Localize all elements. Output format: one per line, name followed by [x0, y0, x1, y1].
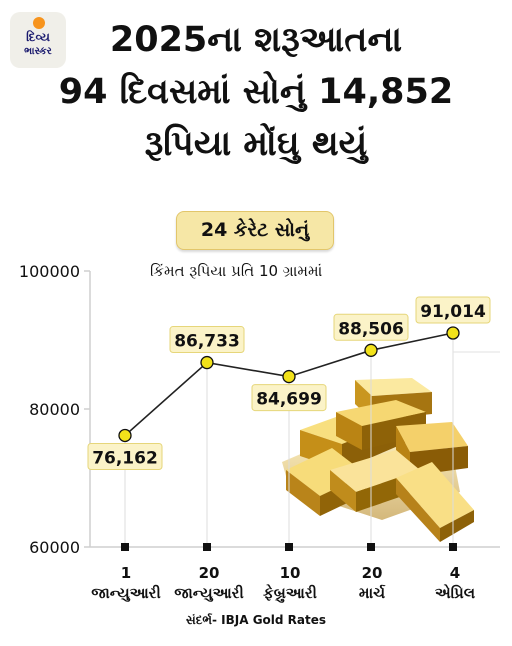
data-label-box	[251, 384, 327, 412]
x-axis-tick-marker	[121, 543, 129, 551]
data-point	[282, 369, 296, 384]
data-point	[364, 343, 378, 357]
x-tick-label-3: 10 ફેબ્રુઆરી	[244, 563, 336, 603]
data-label: 91,014	[415, 296, 491, 324]
x-tick-label-1: 1 જાન્યુઆરી	[80, 563, 172, 603]
headline: 2025ના શરૂઆતના 94 દિવસમાં સોનું 14,852 ર…	[0, 14, 512, 170]
data-label-text: 76,162	[92, 448, 158, 468]
y-tick-label: 100000	[18, 262, 80, 281]
data-point	[118, 428, 132, 443]
y-tick-label: 60000	[29, 538, 80, 557]
x-tick-month: એપ્રિલ	[434, 584, 476, 602]
headline-line-1: 2025ના શરૂઆતના	[109, 20, 403, 60]
data-label: 86,733	[169, 326, 245, 354]
x-tick-label-4: 20 માર્ચ	[326, 563, 418, 603]
x-tick-day: 10	[279, 564, 301, 582]
sun-icon	[33, 17, 45, 29]
y-tick-label: 80000	[29, 400, 80, 419]
headline-line-2: 94 દિવસમાં સોનું 14,852	[58, 72, 454, 112]
data-label-box	[415, 296, 491, 324]
brand-line-2: ભાસ્કર	[24, 46, 52, 57]
source-note: સંદર્ભ- IBJA Gold Rates	[185, 613, 327, 627]
data-label-box	[87, 442, 163, 470]
x-axis-tick-marker	[285, 543, 293, 551]
x-tick-day: 20	[198, 564, 220, 582]
x-tick-month: જાન્યુઆરી	[91, 584, 161, 602]
badge-24-carat-gold: 24 કેરેટ સોનું	[176, 211, 334, 250]
gold-bars-illustration	[282, 378, 474, 542]
data-label-text: 88,506	[338, 319, 404, 339]
x-tick-label-2: 20 જાન્યુઆરી	[163, 563, 255, 603]
data-label-text: 91,014	[420, 302, 486, 322]
brand-logo: દિવ્ય ભાસ્કર	[10, 12, 66, 68]
data-point	[200, 355, 214, 370]
x-tick-month: જાન્યુઆરી	[174, 584, 244, 602]
chart-subtitle: કિંમત રૂપિયા પ્રતિ 10 ગ્રામમાં	[150, 262, 323, 280]
x-axis-tick-marker	[449, 543, 457, 551]
headline-line-3: રૂપિયા મોંઘુ થયું	[144, 124, 368, 164]
brand-line-1: દિવ્ય	[26, 30, 50, 44]
x-axis-tick-marker	[203, 543, 211, 551]
data-label: 88,506	[333, 313, 409, 341]
data-label: 76,162	[87, 442, 163, 470]
data-label-box	[333, 313, 409, 341]
x-tick-month: ફેબ્રુઆરી	[263, 584, 317, 602]
x-tick-day: 4	[449, 564, 461, 582]
data-label: 84,699	[251, 384, 327, 412]
data-label-text: 84,699	[256, 390, 322, 410]
data-point	[446, 326, 460, 340]
x-tick-day: 20	[361, 564, 383, 582]
x-axis-tick-marker	[367, 543, 375, 551]
x-tick-day: 1	[120, 564, 132, 582]
data-label-text: 86,733	[174, 332, 240, 352]
data-label-box	[169, 326, 245, 354]
x-tick-label-5: 4 એપ્રિલ	[409, 563, 501, 603]
x-tick-month: માર્ચ	[358, 584, 386, 602]
